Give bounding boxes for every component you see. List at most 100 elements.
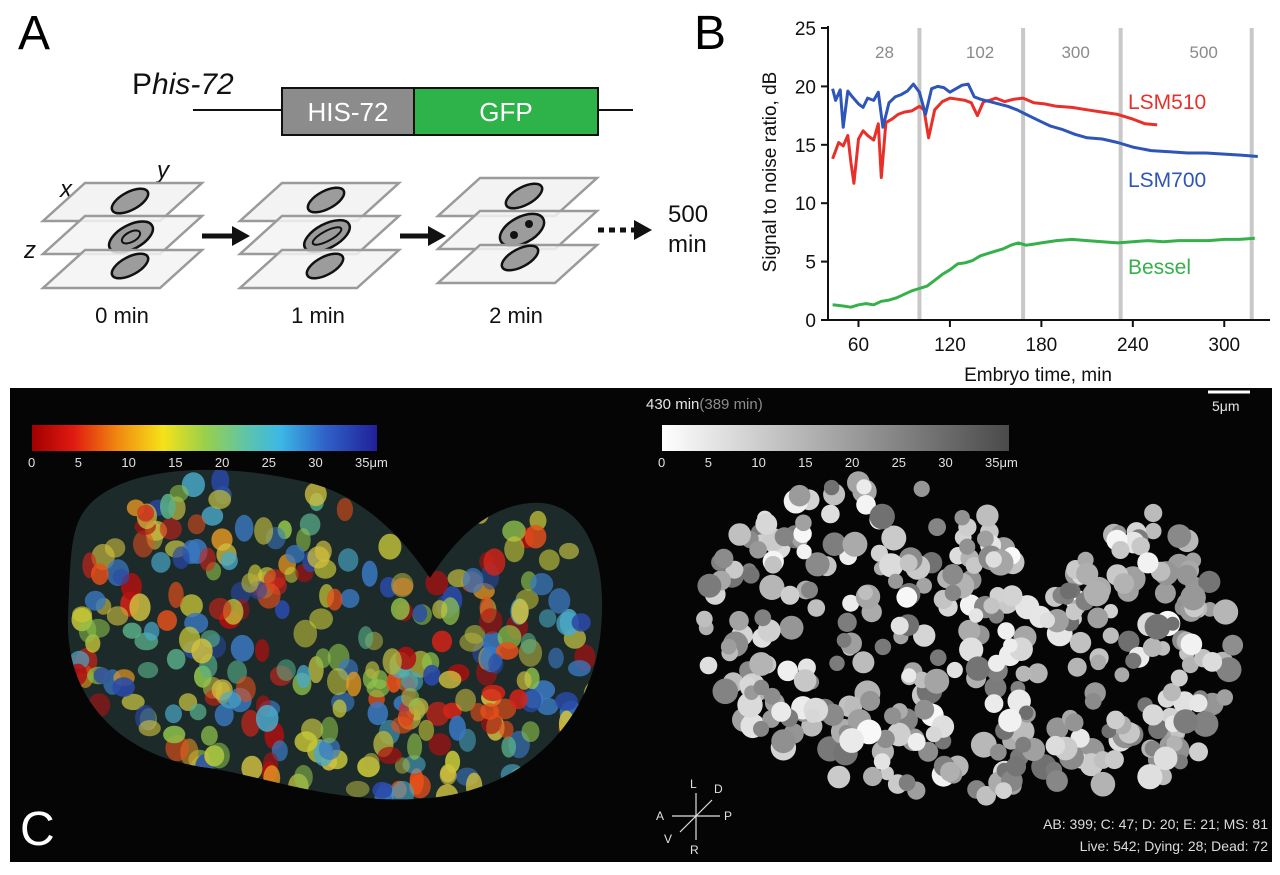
compass-r: R [690,843,699,857]
y-tick-label-15: 15 [795,136,816,157]
nucleus [412,604,428,623]
nucleus [345,780,370,798]
segmented-nucleus [1001,585,1023,607]
segmented-nucleus [1222,634,1244,656]
nucleus [294,764,313,790]
nucleus [84,590,106,611]
segmented-nucleus [858,585,873,600]
depth-colorbar [32,425,377,451]
nucleus [435,784,459,800]
segmented-nucleus [779,615,804,640]
segmented-nucleus [946,661,963,679]
colorbar-tick-label: 35μm [985,455,1018,470]
segmented-nucleus [928,518,946,536]
nucleus [536,697,559,716]
colorbar-tick-label: 0 [28,455,36,470]
segmented-nucleus [1067,657,1087,677]
segmented-nucleus [863,766,883,787]
nucleus [93,667,111,684]
segmented-nucleus [1003,638,1018,653]
colorbar-tick-label: 20 [844,455,860,470]
nucleus [241,573,259,593]
dotted-arrow [598,220,652,240]
nucleus [72,606,93,623]
annotation-102: 102 [966,43,994,62]
segmented-nucleus [754,609,772,627]
nucleus [568,660,591,677]
segmented-nucleus [852,651,875,674]
segmented-nucleus [712,678,739,705]
nucleus [69,663,88,686]
segmented-nucleus [959,637,984,662]
segmented-nucleus [856,495,876,515]
segmented-nucleus [1142,704,1164,726]
nucleus [455,688,476,712]
series-label-lsm700: LSM700 [1128,169,1206,192]
segmented-nucleus [1180,633,1203,656]
nucleus [548,588,571,614]
segmented-nucleus [1154,582,1176,604]
segmented-nucleus [788,484,811,507]
compass-d: D [714,782,723,796]
nucleus [481,684,506,702]
segmented-nucleus [968,608,984,623]
his72-box [281,87,415,136]
colorbar-tick-label: 20 [214,455,230,470]
segmented-nucleus [749,541,767,559]
stack-1min [236,181,403,290]
nucleus [69,650,90,669]
segmented-nucleus [795,514,812,532]
segmented-nucleus [942,564,964,585]
panel-a-letter: A [18,7,51,60]
nucleus [121,693,145,711]
segmented-nucleus [869,503,895,530]
stack-0min [39,181,206,290]
segmented-nucleus [1125,652,1142,669]
nucleus [151,552,171,573]
nucleus [304,482,327,507]
nucleus [521,721,540,742]
segmented-nucleus [977,530,994,548]
compass-a: A [656,809,665,823]
segmented-nucleus [1170,669,1188,687]
nucleus [378,533,402,560]
y-tick-label-25: 25 [795,19,816,40]
colorbar-tick-label: 35μm [355,455,388,470]
segmented-nucleus [839,728,865,753]
nucleus [201,725,218,746]
segmented-nucleus [965,556,983,574]
segmented-nucleus [1118,630,1140,652]
nucleus [91,563,109,585]
nucleus [284,566,299,583]
nucleus [479,608,503,635]
segmented-nucleus [801,581,818,599]
segmented-nucleus [827,765,851,789]
segmented-nucleus [1113,573,1135,594]
nucleus [502,520,526,542]
nucleus [137,504,155,522]
scale-bar-label: 5μm [1212,398,1240,414]
nucleus [133,530,154,558]
segmented-nucleus [995,782,1012,799]
nucleus [500,764,525,786]
orientation-compass [672,793,720,840]
y-tick-label-5: 5 [805,253,816,274]
nucleus [423,664,441,686]
segmented-nucleus [737,692,763,718]
nucleus [407,733,423,760]
cell-status-counts: Live: 542; Dying: 28; Dead: 72 [1079,838,1268,854]
segmented-nucleus [888,573,904,589]
time-0min: 0 min [95,303,149,328]
nucleus [138,720,161,737]
nucleus [87,693,111,718]
segmented-nucleus [884,707,902,725]
nucleus [199,547,216,572]
nucleus [488,653,504,674]
nucleus [516,671,532,690]
his72-label: HIS-72 [308,97,389,127]
segmented-nucleus [925,726,942,743]
nucleus [425,570,449,596]
nucleus [235,676,256,702]
segmented-nucleus [1216,689,1234,706]
stack-2min [434,176,601,285]
